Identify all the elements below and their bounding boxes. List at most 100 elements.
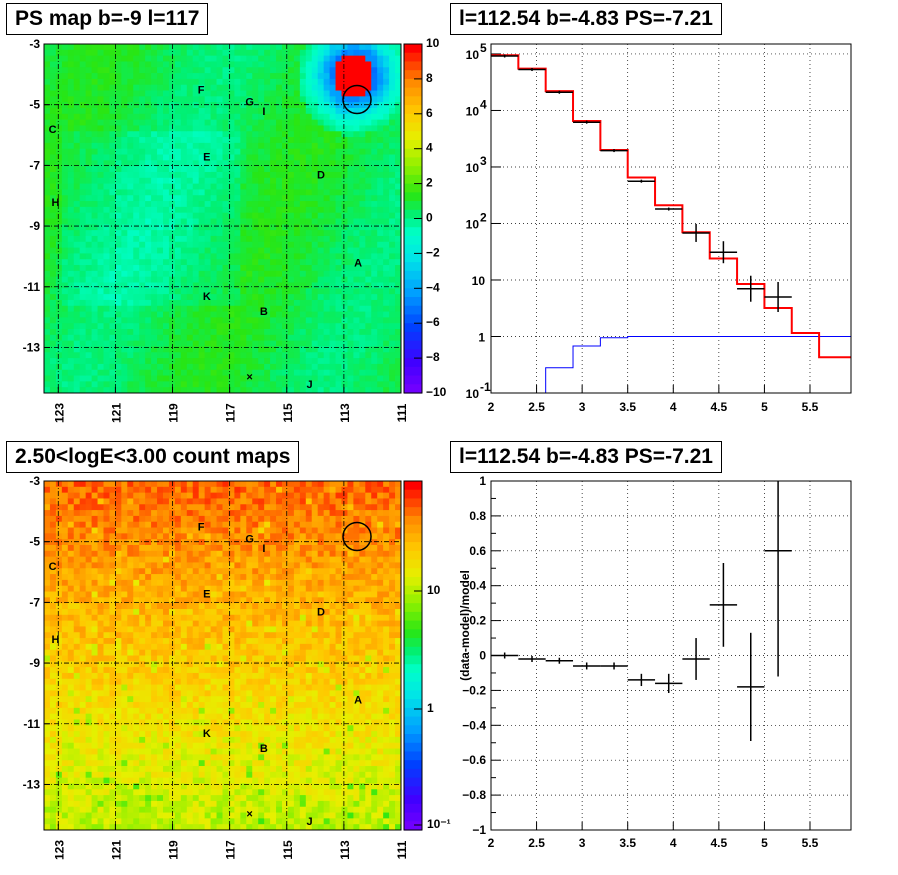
map-pixel [299, 160, 307, 167]
map-pixel [282, 288, 289, 295]
map-pixel [109, 736, 116, 744]
map-pixel [323, 346, 331, 353]
map-pixel [67, 504, 75, 511]
map-pixel [127, 358, 134, 365]
map-pixel [341, 265, 348, 272]
map-pixel [73, 736, 81, 744]
map-pixel [151, 614, 158, 622]
map-pixel [79, 305, 87, 313]
map-pixel [91, 655, 99, 662]
map-pixel [145, 107, 152, 115]
map-pixel [121, 148, 128, 156]
map-pixel [127, 544, 134, 552]
map-pixel [109, 818, 116, 825]
map-pixel [44, 119, 51, 126]
map-pixel [109, 591, 116, 598]
map-pixel [174, 61, 182, 68]
map-pixel [121, 166, 128, 173]
map-pixel [311, 311, 319, 318]
map-pixel [293, 148, 301, 156]
map-pixel [85, 777, 93, 784]
map-pixel [270, 183, 277, 190]
map-pixel [204, 154, 212, 161]
colorbar-segment [404, 70, 422, 80]
map-pixel [91, 317, 99, 324]
map-pixel [216, 288, 223, 295]
map-pixel [61, 626, 69, 633]
map-pixel [163, 154, 170, 161]
map-pixel [127, 550, 134, 558]
map-pixel [395, 78, 402, 86]
map-pixel [335, 166, 342, 173]
map-pixel [389, 265, 396, 272]
map-pixel [85, 358, 93, 365]
map-pixel [127, 166, 134, 173]
map-pixel [139, 527, 146, 534]
map-pixel [61, 702, 69, 709]
map-pixel [44, 201, 51, 208]
map-pixel [276, 323, 283, 330]
map-pixel [97, 282, 104, 289]
map-pixel [145, 171, 152, 179]
map-pixel [228, 218, 235, 225]
map-pixel [109, 387, 116, 394]
map-pixel [329, 387, 337, 394]
map-pixel [395, 381, 402, 388]
map-pixel [91, 183, 99, 190]
map-pixel [228, 183, 235, 190]
map-pixel [377, 241, 384, 249]
map-pixel [139, 241, 146, 249]
map-pixel [383, 212, 390, 219]
map-pixel [192, 177, 200, 185]
map-pixel [163, 358, 170, 365]
map-pixel [377, 73, 384, 80]
map-pixel [115, 84, 122, 92]
map-pixel [293, 142, 301, 150]
map-pixel [389, 195, 396, 202]
map-pixel [127, 510, 134, 517]
map-pixel [311, 137, 319, 144]
map-pixel [234, 305, 241, 313]
map-pixel [186, 195, 194, 202]
map-pixel [44, 142, 51, 150]
map-pixel [91, 719, 99, 726]
map-pixel [317, 311, 325, 318]
map-pixel [180, 288, 188, 295]
map-pixel [103, 201, 110, 208]
map-pixel [395, 142, 402, 150]
map-pixel [115, 154, 122, 161]
map-pixel [383, 78, 390, 86]
map-pixel [73, 521, 81, 529]
map-pixel [97, 550, 104, 558]
map-pixel [139, 486, 146, 494]
map-pixel [204, 189, 212, 196]
map-pixel [55, 387, 63, 394]
map-pixel [109, 375, 116, 382]
map-pixel [389, 113, 396, 121]
map-pixel [73, 766, 81, 773]
map-pixel [97, 125, 104, 132]
map-pixel [341, 363, 348, 371]
map-pixel [157, 177, 164, 185]
map-pixel [371, 148, 378, 156]
map-pixel [115, 800, 122, 808]
map-pixel [383, 177, 390, 185]
map-pixel [180, 253, 188, 260]
map-pixel [311, 282, 319, 289]
spectrum-y-tick-exp: 5 [480, 41, 487, 55]
map-pixel [61, 235, 69, 243]
map-pixel [264, 270, 271, 278]
map-pixel [305, 259, 313, 266]
map-pixel [353, 113, 360, 121]
map-pixel [133, 707, 140, 715]
map-pixel [109, 556, 116, 563]
map-pixel [252, 288, 259, 295]
map-pixel [174, 369, 182, 377]
map-pixel [341, 294, 348, 301]
map-pixel [109, 235, 116, 243]
map-pixel [103, 265, 110, 272]
map-pixel [329, 224, 337, 231]
map-pixel [85, 754, 93, 761]
map-pixel [204, 177, 212, 185]
map-pixel [234, 61, 241, 68]
